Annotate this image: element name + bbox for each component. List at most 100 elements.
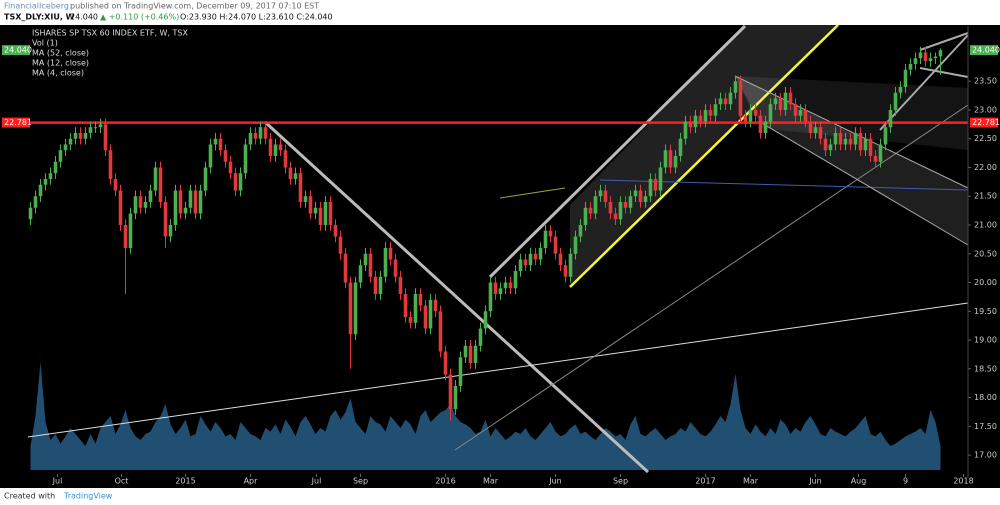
candle-body [373, 276, 378, 295]
candle-body [688, 121, 693, 128]
indicator: MA (4, close) [32, 69, 84, 78]
candle-body [818, 127, 823, 139]
x-tick-label: Oct [115, 477, 129, 486]
candle-body [733, 81, 738, 93]
x-tick-label: Sep [353, 477, 368, 486]
candle-body [98, 124, 103, 128]
candle-body [523, 259, 528, 266]
candle-body [638, 190, 643, 202]
candle-body [618, 201, 623, 220]
candle-body [443, 351, 448, 375]
channel-fill [735, 76, 968, 245]
volume-area [30, 362, 941, 470]
candle-body [883, 127, 888, 145]
last-price-tag [2, 45, 30, 56]
candle-body [778, 98, 783, 110]
candle-body [308, 196, 313, 214]
candle-body [858, 132, 863, 151]
candle-body [553, 236, 558, 254]
candle-body [458, 357, 463, 387]
candle-body [503, 282, 508, 289]
candle-body [678, 138, 683, 156]
candle-body [833, 132, 838, 145]
x-tick-label: 2017 [695, 477, 715, 486]
candle-body [593, 196, 598, 214]
candle-body [298, 173, 303, 202]
x-tick-label: 2015 [175, 477, 195, 486]
candle-body [453, 386, 458, 410]
candle-body [188, 190, 193, 208]
channel-fill [735, 76, 968, 150]
candle-body [83, 132, 88, 139]
candle-body [758, 115, 763, 133]
candle-body [253, 132, 258, 139]
candle-body [938, 50, 943, 57]
candle-body [683, 121, 688, 139]
candle-body [738, 81, 743, 116]
candle-body [168, 224, 173, 237]
y-tick-label: 22.00 [974, 163, 997, 172]
indicator: MA (12, close) [32, 59, 89, 68]
footer-bg [0, 488, 1000, 505]
candle-body [703, 109, 708, 122]
candle-body [173, 190, 178, 225]
x-tick-label: Jun [548, 477, 562, 486]
candle-body [193, 190, 198, 214]
candle-body [538, 248, 543, 260]
candle-body [293, 173, 298, 179]
candle-body [653, 178, 658, 191]
candle-body [48, 173, 53, 179]
candle-body [178, 190, 183, 214]
x-tick-label: Jun [808, 477, 822, 486]
candle-body [588, 207, 593, 214]
candle-body [448, 374, 453, 410]
candle-body [838, 132, 843, 145]
candle-body [128, 213, 133, 248]
candle-body [663, 150, 668, 168]
candle-body [33, 196, 38, 208]
candle-body [208, 144, 213, 168]
candle-body [568, 253, 573, 277]
candle-body [433, 299, 438, 312]
candle-body [78, 132, 83, 139]
candle-body [68, 138, 73, 145]
trendline [488, 24, 747, 279]
candle-body [928, 58, 933, 62]
candle-body [898, 86, 903, 93]
candle-body [388, 248, 393, 260]
candle-body [673, 155, 678, 168]
candle-body [93, 127, 98, 129]
x-tick-label: 2018 [953, 477, 973, 486]
candle-body [558, 253, 563, 266]
candle-body [353, 282, 358, 335]
candle-body [468, 345, 473, 364]
candle-body [643, 196, 648, 202]
candle-body [153, 167, 158, 191]
candle-body [438, 311, 443, 352]
candle-body [573, 236, 578, 254]
candle-body [743, 115, 748, 122]
change: ▲ +0.110 (+0.46%) [100, 13, 179, 22]
publisher[interactable]: FinancialIceberg [4, 2, 69, 11]
candle-body [828, 144, 833, 151]
drawings [27, 24, 969, 474]
candle-body [228, 161, 233, 174]
candle-body [58, 150, 63, 162]
candle-body [493, 282, 498, 295]
candle-body [318, 207, 323, 225]
candle-body [158, 167, 163, 202]
candle-body [418, 294, 423, 306]
candle-body [268, 138, 273, 156]
footer-brand[interactable]: TradingView [63, 492, 113, 501]
candle-body [398, 276, 403, 295]
candle-body [108, 150, 113, 179]
candle-body [723, 98, 728, 105]
candle-body [648, 178, 653, 197]
level-label: 22.781 [972, 118, 1000, 127]
candle-body [783, 92, 788, 110]
level-label: 22.781 [4, 118, 32, 127]
trendline [263, 120, 650, 474]
candle-body [713, 104, 718, 116]
candle-body [548, 230, 553, 237]
candle-body [853, 132, 858, 145]
